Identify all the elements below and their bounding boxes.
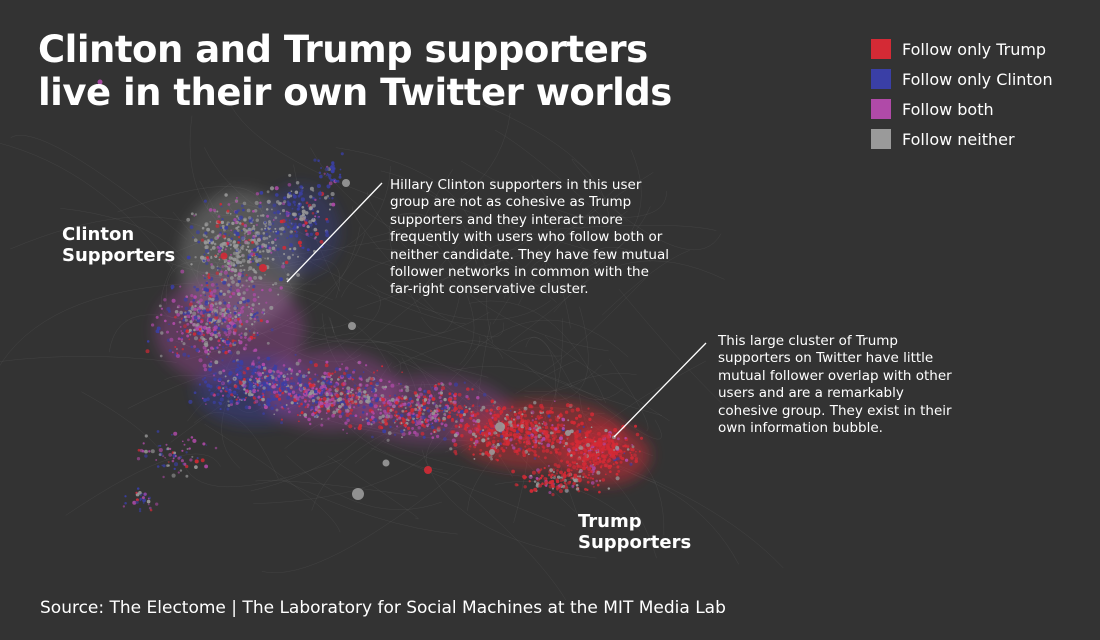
legend-swatch-clinton [871,69,891,89]
legend-swatch-trump [871,39,891,59]
legend-label: Follow neither [902,129,1015,149]
network-nodes [122,152,644,513]
legend-label: Follow only Clinton [902,69,1053,89]
trump-annotation-leader-line [613,342,707,438]
clinton-annotation: Hillary Clinton supporters in this user … [390,177,669,298]
title-line-1: Clinton and Trump supporters [38,28,648,71]
trump-annotation: This large cluster of Trump supporters o… [718,333,952,437]
network-hub-nodes [97,79,571,500]
legend-swatch-neither [871,129,891,149]
legend-item-follow-neither: Follow neither [871,124,1053,154]
source-credit: Source: The Electome | The Laboratory fo… [40,598,726,618]
page-title: Clinton and Trump supporters live in the… [38,28,738,114]
clinton-annotation-leader-line [286,182,383,283]
legend-item-follow-only-trump: Follow only Trump [871,34,1053,64]
legend-item-follow-both: Follow both [871,94,1053,124]
trump-supporters-label: Trump Supporters [578,511,692,553]
legend-item-follow-only-clinton: Follow only Clinton [871,64,1053,94]
legend-label: Follow both [902,99,994,119]
legend-swatch-both [871,99,891,119]
legend-label: Follow only Trump [902,39,1047,59]
legend: Follow only Trump Follow only Clinton Fo… [871,34,1053,154]
title-line-2: live in their own Twitter worlds [38,71,672,114]
clinton-supporters-label: Clinton Supporters [62,224,176,266]
